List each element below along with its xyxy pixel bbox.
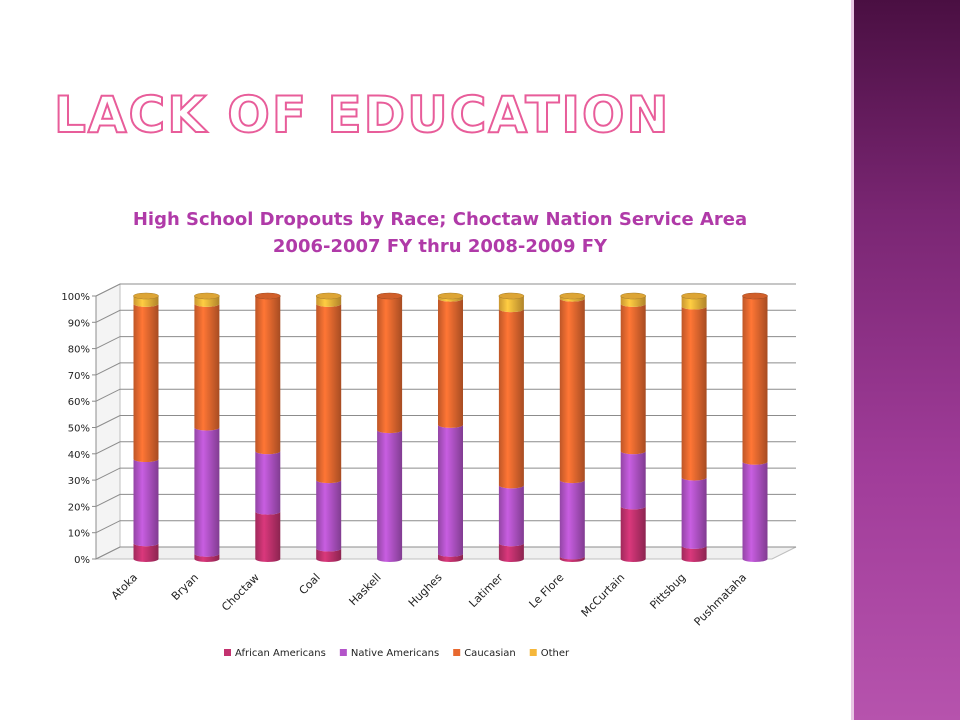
bar-top-cap bbox=[437, 292, 464, 300]
bar-segment-native-americans bbox=[194, 427, 220, 557]
bar-segment-african-americans bbox=[681, 545, 707, 562]
legend-label: Native Americans bbox=[351, 648, 439, 659]
bar-top-cap bbox=[742, 292, 768, 300]
y-tick-label: 40% bbox=[68, 450, 90, 461]
bar-pushmataha bbox=[742, 292, 768, 562]
y-tick-label: 0% bbox=[74, 555, 90, 566]
bar-top-cap bbox=[315, 292, 342, 300]
slide-title: Lack of Education bbox=[53, 86, 671, 144]
bar-segment-african-americans bbox=[498, 543, 524, 562]
bar-pittsbug bbox=[681, 292, 707, 562]
bar-segment-african-americans bbox=[194, 553, 220, 562]
y-tick-label: 20% bbox=[68, 502, 90, 513]
bar-top-cap bbox=[681, 292, 707, 300]
bar-segment-caucasian bbox=[194, 303, 220, 431]
bar-segment-native-americans bbox=[377, 430, 403, 562]
legend-swatch bbox=[339, 649, 347, 656]
bar-hughes bbox=[437, 292, 464, 562]
y-tick-label: 80% bbox=[68, 345, 90, 356]
bar-segment-other bbox=[559, 296, 585, 302]
bar-top-cap bbox=[620, 292, 647, 300]
bars bbox=[133, 292, 768, 562]
x-tick-label: Choctaw bbox=[219, 571, 262, 614]
bar-segment-native-americans bbox=[255, 451, 281, 515]
bar-top-cap bbox=[133, 292, 159, 300]
y-tick-label: 60% bbox=[68, 397, 90, 408]
bar-choctaw bbox=[254, 292, 281, 562]
y-tick-label: 100% bbox=[61, 292, 90, 303]
bar-segment-other bbox=[438, 296, 463, 302]
bar-segment-native-americans bbox=[498, 485, 524, 547]
x-tick-label: McCurtain bbox=[579, 571, 628, 620]
bar-segment-caucasian bbox=[498, 309, 524, 489]
bar-le-flore bbox=[559, 292, 586, 562]
chart-title: High School Dropouts by Race; Choctaw Na… bbox=[60, 206, 820, 260]
bar-segment-caucasian bbox=[438, 298, 463, 428]
bar-segment-caucasian bbox=[377, 296, 403, 434]
bar-segment-native-americans bbox=[133, 459, 159, 547]
x-tick-label: Pushmataha bbox=[692, 571, 750, 629]
bar-atoka bbox=[133, 292, 159, 562]
bar-segment-caucasian bbox=[681, 306, 707, 481]
bar-segment-african-americans bbox=[438, 553, 463, 562]
bar-top-cap bbox=[559, 292, 586, 300]
y-axis: 0% 10% 20% 30% 40% 50% 60% 70% 80% 90% 100% bbox=[61, 292, 97, 566]
bar-segment-other bbox=[498, 296, 524, 313]
bar-segment-caucasian bbox=[255, 296, 281, 455]
legend: African Americans Native Americans Caucasi… bbox=[224, 648, 570, 659]
x-tick-label: Coal bbox=[297, 571, 323, 597]
y-tick-label: 30% bbox=[68, 476, 90, 487]
legend-label: Other bbox=[541, 648, 570, 659]
bar-top-cap bbox=[254, 292, 281, 300]
bar-haskell bbox=[376, 292, 403, 562]
x-tick-label: Latimer bbox=[466, 571, 505, 610]
bar-segment-african-americans bbox=[559, 556, 585, 562]
bar-segment-caucasian bbox=[620, 303, 646, 455]
legend-label: African Americans bbox=[235, 648, 326, 659]
bar-segment-native-americans bbox=[742, 461, 768, 562]
x-tick-label: Le Flore bbox=[527, 571, 567, 611]
bar-segment-native-americans bbox=[620, 451, 646, 510]
bar-segment-african-americans bbox=[620, 506, 646, 562]
bar-segment-african-americans bbox=[316, 548, 342, 562]
bar-bryan bbox=[194, 292, 220, 562]
bar-segment-caucasian bbox=[316, 303, 342, 484]
bar-mccurtain bbox=[620, 292, 647, 562]
bar-segment-native-americans bbox=[559, 480, 585, 560]
bar-latimer bbox=[498, 292, 525, 562]
x-tick-label: Hughes bbox=[406, 571, 445, 610]
legend-label: Caucasian bbox=[464, 648, 516, 659]
side-band-edge bbox=[851, 0, 854, 720]
chart-title-line-2: 2006-2007 FY thru 2008-2009 FY bbox=[272, 236, 608, 257]
y-tick-label: 10% bbox=[68, 529, 90, 540]
bar-segment-african-americans bbox=[133, 543, 159, 562]
y-tick-label: 50% bbox=[68, 424, 90, 435]
chart-title-line-1: High School Dropouts by Race; Choctaw Na… bbox=[132, 209, 748, 230]
y-tick-label: 90% bbox=[68, 318, 90, 329]
x-tick-label: Pittsbug bbox=[647, 571, 688, 612]
bar-segment-african-americans bbox=[255, 511, 281, 562]
bar-segment-caucasian bbox=[742, 296, 768, 465]
y-tick-label: 70% bbox=[68, 371, 90, 382]
bar-segment-native-americans bbox=[438, 424, 463, 557]
bar-segment-other bbox=[681, 296, 707, 310]
x-tick-label: Bryan bbox=[169, 571, 201, 603]
bar-coal bbox=[315, 292, 342, 562]
bar-top-cap bbox=[376, 292, 403, 300]
bar-segment-native-americans bbox=[681, 477, 707, 549]
decorative-side-band bbox=[851, 0, 960, 720]
legend-swatch bbox=[529, 649, 537, 656]
x-axis: Atoka Bryan Choctaw Coal Haskell Hughes Latime… bbox=[109, 571, 749, 629]
gridline bbox=[95, 283, 796, 297]
x-tick-label: Haskell bbox=[347, 571, 384, 608]
bar-top-cap bbox=[194, 292, 220, 300]
legend-swatch bbox=[224, 649, 231, 656]
bar-segment-caucasian bbox=[559, 298, 585, 484]
x-tick-label: Atoka bbox=[109, 571, 140, 602]
bar-top-cap bbox=[498, 292, 525, 300]
bar-segment-caucasian bbox=[133, 303, 159, 463]
legend-swatch bbox=[453, 649, 461, 656]
bar-segment-native-americans bbox=[316, 480, 342, 552]
